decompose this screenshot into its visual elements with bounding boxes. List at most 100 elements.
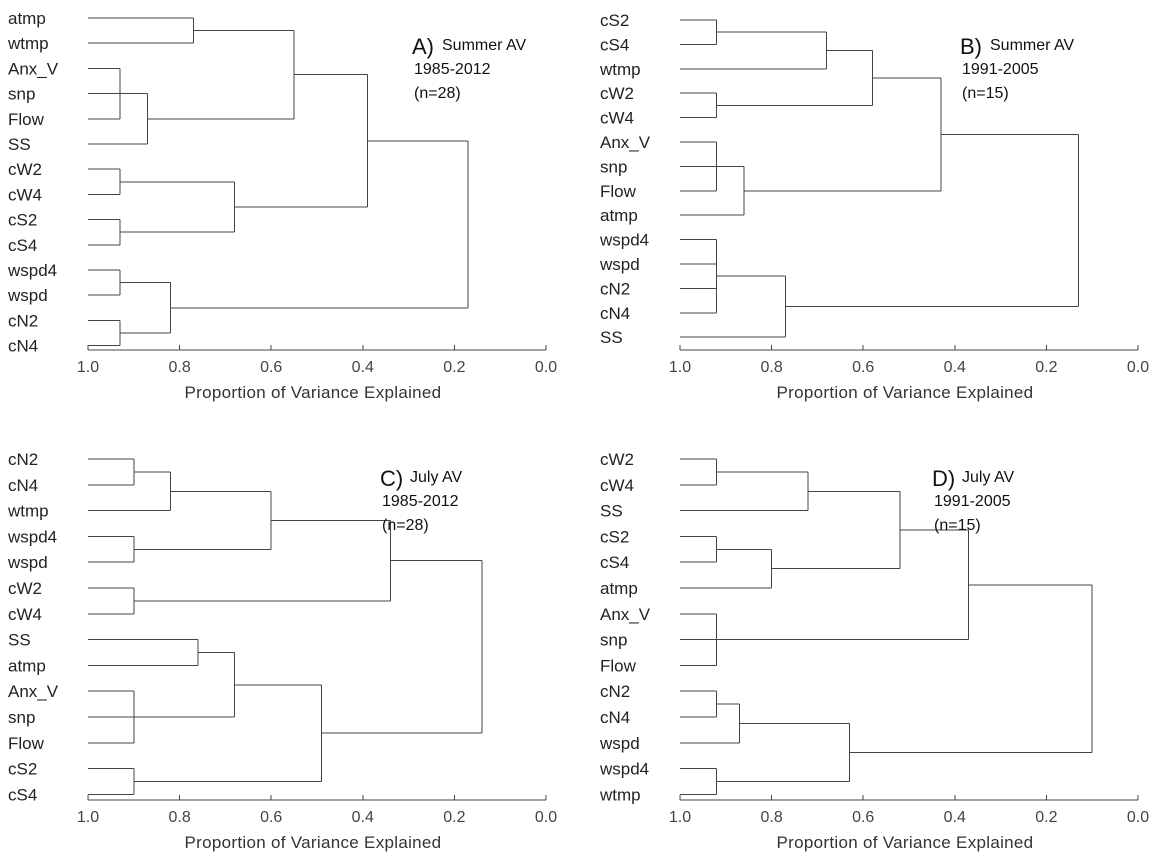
x-tick-label: 0.8 [760,359,782,376]
dendrogram-branches [88,458,483,795]
x-axis: 1.0 0.8 0.6 0.4 0.2 0.0 [669,795,1149,826]
leaf-label: snp [600,631,627,650]
leaf-label: atmp [600,206,638,225]
x-tick-label: 1.0 [669,359,691,376]
x-tick-label: 0.6 [260,359,282,376]
leaf-label: Flow [600,182,637,201]
leaf-label: cN4 [8,337,38,356]
leaf-label: cS2 [600,527,629,546]
panel-letter: D) [932,466,955,491]
dendrogram-branches [680,19,1079,338]
leaf-label: atmp [8,656,46,675]
x-axis: 1.0 0.8 0.6 0.4 0.2 0.0 [77,795,557,826]
leaf-label: wspd4 [599,231,649,250]
panel-annotation: B) Summer AV 1991-2005 (n=15) [960,34,1075,102]
leaf-label: cS4 [600,553,629,572]
leaf-label: snp [8,708,35,727]
leaf-label: cW2 [600,450,634,469]
leaf-label: wtmp [599,60,641,79]
leaf-label: cS2 [600,11,629,30]
panel-annotation: D) July AV 1991-2005 (n=15) [932,466,1015,534]
leaf-label: cW4 [600,109,634,128]
leaf-label: Anx_V [8,682,59,701]
x-axis: 1.0 0.8 0.6 0.4 0.2 0.0 [669,345,1149,376]
leaf-label: SS [600,502,623,521]
leaf-label: atmp [600,579,638,598]
leaf-label: wspd4 [599,760,649,779]
leaf-label: wtmp [599,785,641,804]
x-tick-label: 0.0 [1127,809,1149,826]
leaf-label: cS4 [8,785,37,804]
panel-caption-line: (n=28) [382,517,429,534]
x-axis-title: Proportion of Variance Explained [185,833,442,852]
panel-caption-line: (n=15) [934,517,981,534]
x-tick-label: 1.0 [77,809,99,826]
leaf-label: cS4 [8,236,37,255]
panel-caption-line: 1991-2005 [962,61,1039,78]
leaf-label: wspd [599,255,640,274]
x-tick-label: 0.0 [535,809,557,826]
panel-annotation: C) July AV 1985-2012 (n=28) [380,466,463,534]
leaf-label: cW4 [8,185,42,204]
panel-caption-line: July AV [410,469,463,486]
dendrogram-branches [680,458,1093,795]
leaf-label: cN2 [600,279,630,298]
x-axis-title: Proportion of Variance Explained [185,383,442,402]
leaf-label: cN2 [600,682,630,701]
x-tick-label: 0.6 [852,359,874,376]
panel-caption-line: July AV [962,469,1015,486]
x-tick-label: 0.2 [443,809,465,826]
leaf-label: SS [600,328,623,347]
leaf-label: wtmp [7,502,49,521]
x-tick-label: 0.4 [352,359,374,376]
x-tick-label: 0.8 [760,809,782,826]
x-tick-label: 0.8 [168,359,190,376]
leaf-label: Flow [8,110,45,129]
x-tick-label: 0.0 [1127,359,1149,376]
x-tick-label: 0.8 [168,809,190,826]
leaf-label: SS [8,135,31,154]
leaf-label: cN4 [600,708,630,727]
panel-caption-line: 1985-2012 [414,61,491,78]
leaf-label: cN2 [8,450,38,469]
leaf-label: cW4 [600,476,634,495]
x-tick-label: 0.6 [260,809,282,826]
panel-caption-line: (n=15) [962,85,1009,102]
panel-caption-line: 1985-2012 [382,493,459,510]
leaf-label: wspd [7,286,48,305]
dendrogram-branches [88,17,469,347]
leaf-label: cW2 [8,579,42,598]
leaf-label: cN4 [600,304,630,323]
panel-annotation: A) Summer AV 1985-2012 (n=28) [412,34,527,102]
leaf-label: Flow [8,734,45,753]
x-tick-label: 0.4 [944,359,966,376]
x-tick-label: 1.0 [77,359,99,376]
panel-caption-line: Summer AV [442,37,527,54]
leaf-label: cS2 [8,760,37,779]
x-tick-label: 0.4 [944,809,966,826]
leaf-label: wspd4 [7,527,57,546]
x-tick-label: 0.6 [852,809,874,826]
panel-caption-line: 1991-2005 [934,493,1011,510]
leaf-label: wspd [599,734,640,753]
leaf-label: cW2 [600,84,634,103]
leaf-label: wtmp [7,34,49,53]
panel-caption-line: Summer AV [990,37,1075,54]
panel-caption-line: (n=28) [414,85,461,102]
leaf-label: SS [8,631,31,650]
leaf-label: cN4 [8,476,38,495]
leaf-label: wspd [7,553,48,572]
panel-letter: A) [412,34,434,59]
leaf-label: cW4 [8,605,42,624]
x-axis-title: Proportion of Variance Explained [777,383,1034,402]
leaf-label: cS2 [8,211,37,230]
leaf-label: cN2 [8,311,38,330]
leaf-label: Anx_V [600,605,651,624]
x-axis-title: Proportion of Variance Explained [777,833,1034,852]
leaf-label: cS4 [600,35,629,54]
x-axis: 1.0 0.8 0.6 0.4 0.2 0.0 [77,345,557,376]
